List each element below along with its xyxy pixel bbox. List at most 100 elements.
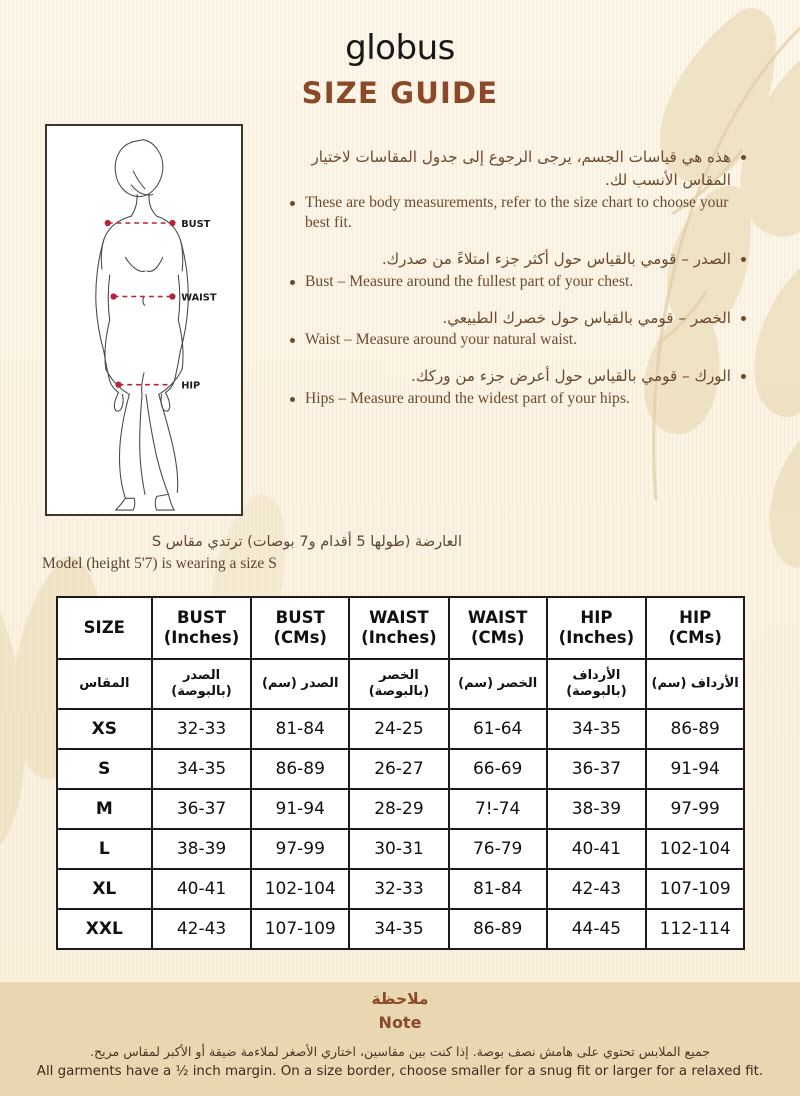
instruction-bust-ar: الصدر – قومي بالقياس حول أكثر جزء امتلاء… [288, 248, 748, 271]
th-size: SIZE [56, 596, 153, 660]
th-size-ar: المقاس [56, 658, 153, 710]
instruction-block-general: هذه هي قياسات الجسم، يرجى الرجوع إلى جدو… [288, 146, 748, 234]
bust-marker-dot-right [169, 219, 176, 227]
size-chart-table: SIZE BUST (Inches) BUST (CMs) WAIST (Inches… [56, 596, 745, 950]
th-waist-cm-ar: الخصر (سم) [447, 658, 548, 710]
th-hip-cm: HIP (CMs) [645, 596, 745, 660]
cell-waist-cm: 61-64 [447, 708, 548, 750]
bust-label: BUST [181, 219, 210, 230]
note-title-ar: ملاحظة [371, 990, 429, 1008]
cell-hip-in: 42-43 [545, 868, 648, 910]
model-figure-illustration: BUST WAIST HIP [95, 139, 217, 511]
cell-waist-in: 30-31 [348, 828, 450, 870]
instruction-general-en: These are body measurements, refer to th… [288, 193, 748, 234]
cell-waist-cm: 81-84 [447, 868, 548, 910]
instruction-waist-ar: الخصر – قومي بالقياس حول خصرك الطبيعي. [288, 307, 748, 330]
cell-bust-cm: 81-84 [250, 708, 351, 750]
cell-hip-in: 40-41 [545, 828, 648, 870]
header-row-en: SIZE BUST (Inches) BUST (CMs) WAIST (Inches… [56, 596, 745, 660]
bust-marker-dot-left [104, 219, 111, 227]
cell-hip-cm: 102-104 [645, 828, 745, 870]
note-section: ملاحظة Note جميع الملابس تحتوي على هامش … [0, 988, 800, 1082]
th-hip-in: HIP (Inches) [545, 596, 648, 660]
header-row-ar: المقاس الصدر (بالبوصة) الصدر (سم) الخصر … [56, 658, 745, 710]
cell-size: S [56, 748, 153, 790]
th-waist-in-ar: الخصر (بالبوصة) [348, 658, 450, 710]
cell-size: M [56, 788, 153, 830]
model-figure-box: BUST WAIST HIP [45, 124, 243, 516]
note-body-en: All garments have a ½ inch margin. On a … [36, 1063, 764, 1079]
table-row: XS 32-33 81-84 24-25 61-64 34-35 86-89 [56, 708, 745, 750]
table-row: S 34-35 86-89 26-27 66-69 36-37 91-94 [56, 748, 745, 790]
cell-waist-in: 34-35 [348, 908, 450, 950]
th-waist-cm: WAIST (CMs) [447, 596, 548, 660]
instruction-hips-en: Hips – Measure around the widest part of… [288, 389, 748, 410]
cell-bust-in: 38-39 [150, 828, 253, 870]
instruction-block-hips: الورك – قومي بالقياس حول أعرض جزء من ورك… [288, 365, 748, 410]
cell-hip-in: 34-35 [545, 708, 648, 750]
th-hip-in-ar: الأرداف (بالبوصة) [545, 658, 648, 710]
cell-size: XL [56, 868, 153, 910]
cell-hip-cm: 107-109 [645, 868, 745, 910]
page-title: SIZE GUIDE [301, 76, 499, 110]
cell-waist-cm: 7!-74 [447, 788, 548, 830]
hip-label: HIP [181, 381, 200, 392]
brand-logo: globus [345, 28, 455, 68]
table-row: L 38-39 97-99 30-31 76-79 40-41 102-104 [56, 828, 745, 870]
instruction-block-waist: الخصر – قومي بالقياس حول خصرك الطبيعي. W… [288, 307, 748, 352]
model-caption-en: Model (height 5'7) is wearing a size S [42, 554, 277, 572]
footer-band [0, 982, 800, 1096]
size-chart-body: XS 32-33 81-84 24-25 61-64 34-35 86-89 S… [56, 708, 745, 950]
table-row: M 36-37 91-94 28-29 7!-74 38-39 97-99 [56, 788, 745, 830]
cell-bust-cm: 102-104 [250, 868, 351, 910]
th-bust-in-ar: الصدر (بالبوصة) [150, 658, 253, 710]
instruction-waist-en: Waist – Measure around your natural wais… [288, 330, 748, 351]
measurement-instructions: هذه هي قياسات الجسم، يرجى الرجوع إلى جدو… [288, 146, 748, 424]
table-row: XXL 42-43 107-109 34-35 86-89 44-45 112-… [56, 908, 745, 950]
cell-hip-cm: 86-89 [645, 708, 745, 750]
model-caption: العارضة (طولها 5 أقدام و7 بوصات) ترتدي م… [42, 532, 462, 575]
waist-marker-dot-left [110, 293, 117, 300]
table-row: XL 40-41 102-104 32-33 81-84 42-43 107-1… [56, 868, 745, 910]
cell-waist-in: 28-29 [348, 788, 450, 830]
cell-bust-in: 34-35 [150, 748, 253, 790]
note-title-en: Note [378, 1013, 422, 1033]
cell-bust-cm: 91-94 [250, 788, 351, 830]
cell-waist-cm: 66-69 [447, 748, 548, 790]
th-bust-in: BUST (Inches) [150, 596, 253, 660]
note-body-ar: جميع الملابس تحتوي على هامش نصف بوصة. إذ… [89, 1043, 711, 1059]
cell-hip-in: 44-45 [545, 908, 648, 950]
model-caption-ar: العارضة (طولها 5 أقدام و7 بوصات) ترتدي م… [151, 534, 462, 550]
cell-bust-cm: 97-99 [250, 828, 351, 870]
cell-bust-in: 42-43 [150, 908, 253, 950]
size-chart-head: SIZE BUST (Inches) BUST (CMs) WAIST (Inches… [56, 596, 745, 710]
instruction-general-ar: هذه هي قياسات الجسم، يرجى الرجوع إلى جدو… [288, 146, 748, 192]
cell-hip-in: 36-37 [545, 748, 648, 790]
instruction-hips-ar: الورك – قومي بالقياس حول أعرض جزء من ورك… [288, 365, 748, 388]
instruction-bust-en: Bust – Measure around the fullest part o… [288, 272, 748, 293]
cell-waist-cm: 76-79 [447, 828, 548, 870]
cell-bust-in: 32-33 [150, 708, 253, 750]
cell-bust-cm: 86-89 [250, 748, 351, 790]
waist-label: WAIST [181, 292, 217, 303]
cell-hip-cm: 97-99 [645, 788, 745, 830]
cell-size: XXL [56, 908, 153, 950]
waist-marker-dot-right [169, 293, 176, 300]
th-waist-in: WAIST (Inches) [348, 596, 450, 660]
instruction-block-bust: الصدر – قومي بالقياس حول أكثر جزء امتلاء… [288, 248, 748, 293]
cell-bust-in: 40-41 [150, 868, 253, 910]
cell-size: XS [56, 708, 153, 750]
cell-waist-cm: 86-89 [447, 908, 548, 950]
cell-waist-in: 24-25 [348, 708, 450, 750]
cell-hip-cm: 112-114 [645, 908, 745, 950]
cell-hip-cm: 91-94 [645, 748, 745, 790]
cell-waist-in: 32-33 [348, 868, 450, 910]
cell-hip-in: 38-39 [545, 788, 648, 830]
th-hip-cm-ar: الأرداف (سم) [645, 658, 745, 710]
cell-bust-cm: 107-109 [250, 908, 351, 950]
th-bust-cm: BUST (CMs) [250, 596, 351, 660]
hip-marker-dot-left [115, 381, 122, 388]
th-bust-cm-ar: الصدر (سم) [250, 658, 351, 710]
cell-bust-in: 36-37 [150, 788, 253, 830]
